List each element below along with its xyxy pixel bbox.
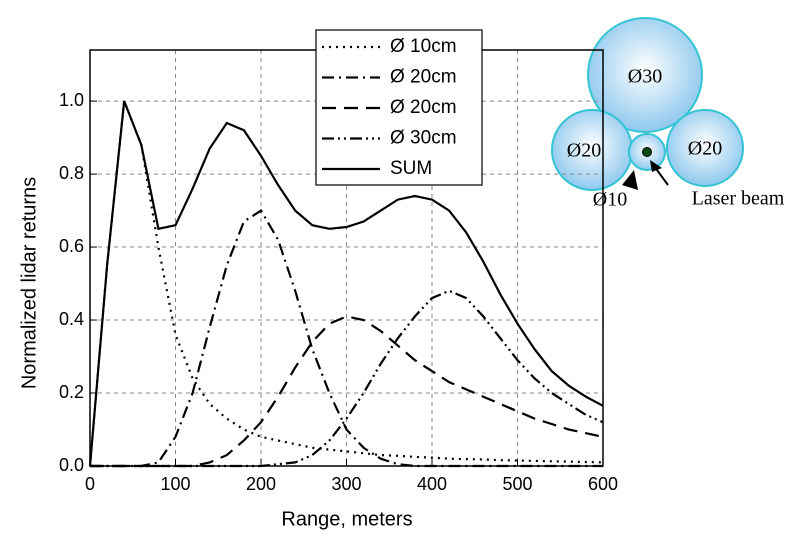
x-tick-label: 200 <box>246 474 276 494</box>
x-tick-label: 0 <box>85 474 95 494</box>
x-tick-label: 500 <box>502 474 532 494</box>
legend-label: Ø 10cm <box>390 36 457 57</box>
x-tick-label: 100 <box>160 474 190 494</box>
series-line <box>88 100 604 467</box>
x-axis-label: Range, meters <box>281 508 412 530</box>
x-tick-label: 300 <box>331 474 361 494</box>
laser-dot <box>642 147 652 157</box>
y-tick-label: 0.4 <box>59 309 84 329</box>
diagram: Ø30 Ø20 Ø20 Ø10 Laser beam <box>551 17 785 211</box>
y-tick-label: 0.8 <box>59 163 84 183</box>
annotation: Ø30 <box>628 66 662 88</box>
x-tick-label: 600 <box>588 474 618 494</box>
legend-label: Ø 20cm <box>390 67 457 88</box>
annotation: Ø20 <box>567 140 601 162</box>
y-tick-label: 0.2 <box>59 382 84 402</box>
series-line <box>90 289 604 468</box>
circle <box>666 109 744 187</box>
annotation: Ø10 <box>593 189 627 211</box>
y-axis-label: Normalized lidar returns <box>18 177 40 389</box>
annotation: Ø20 <box>688 138 722 160</box>
series-line <box>90 209 603 468</box>
circle <box>587 17 703 133</box>
arrow <box>622 170 638 190</box>
y-tick-label: 0.6 <box>59 236 84 256</box>
legend-label: SUM <box>390 158 432 179</box>
annotation: Laser beam <box>692 188 785 210</box>
y-tick-label: 1.0 <box>59 90 84 110</box>
legend-label: Ø 30cm <box>390 128 457 149</box>
arrow <box>650 160 662 172</box>
legend-box <box>315 29 483 186</box>
legend-label: Ø 20cm <box>390 97 457 118</box>
y-tick-label: 0.0 <box>59 455 84 475</box>
x-tick-label: 400 <box>417 474 447 494</box>
